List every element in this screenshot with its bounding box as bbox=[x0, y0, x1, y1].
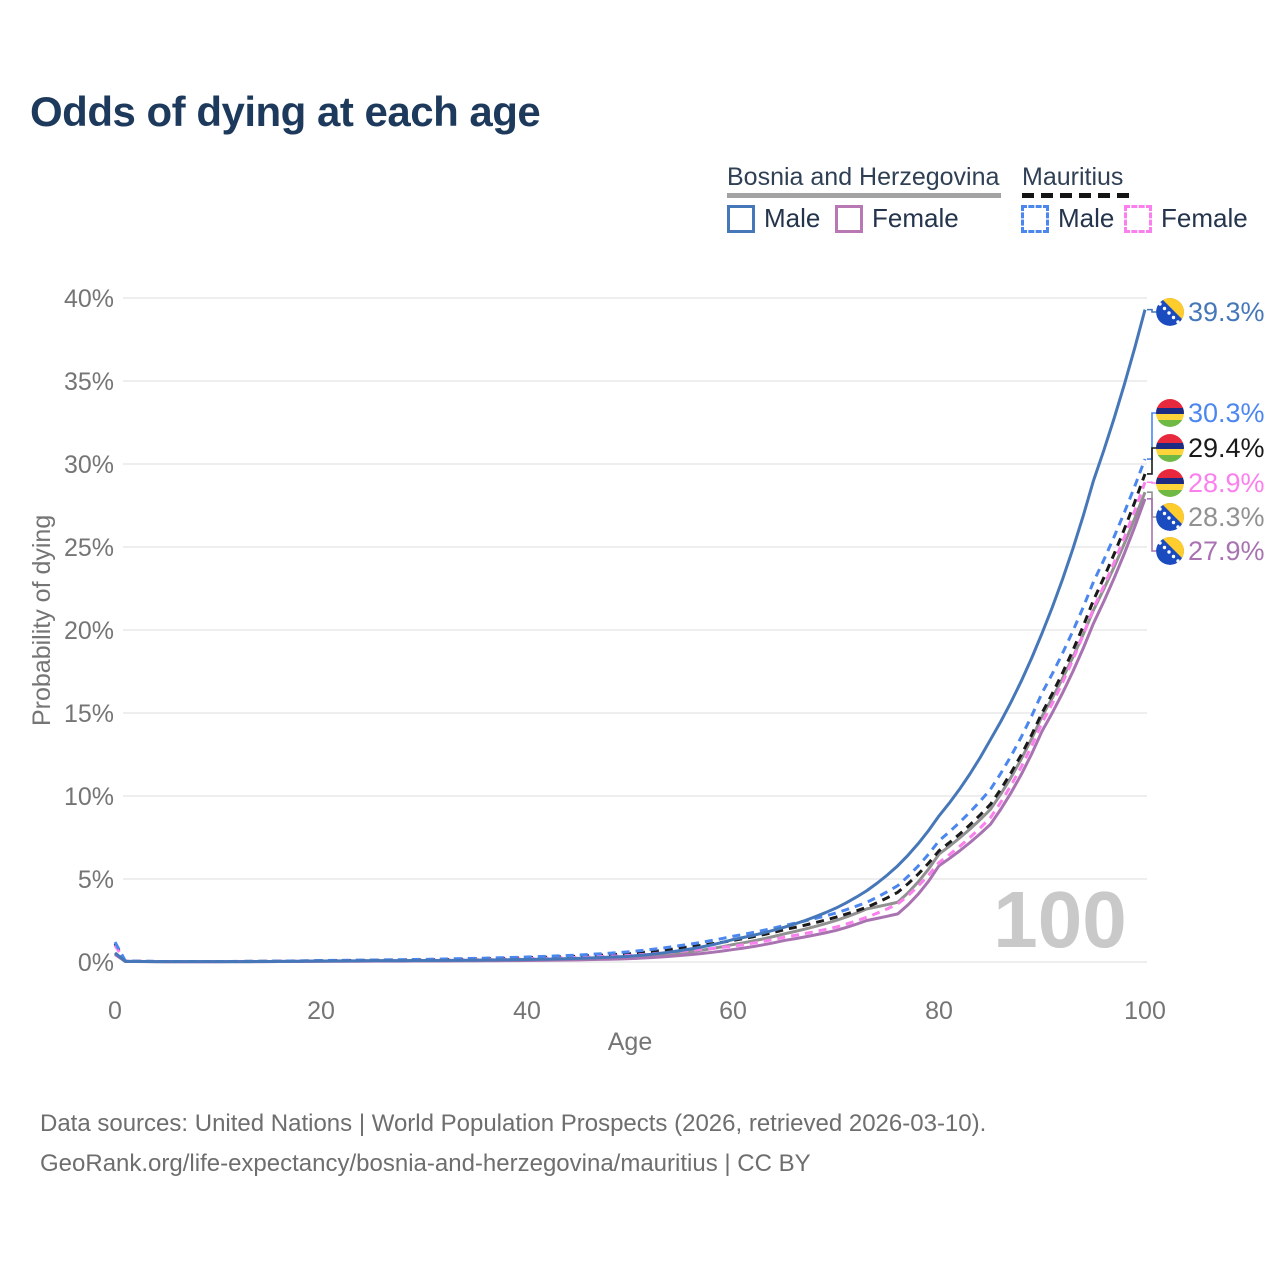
legend-label: Male bbox=[764, 203, 821, 233]
flag-icon-mauritius bbox=[1156, 399, 1184, 427]
flag-icon-bosnia-and-herzegovina bbox=[1156, 537, 1184, 565]
end-label-value: 28.3% bbox=[1188, 502, 1265, 532]
end-label-value: 30.3% bbox=[1188, 398, 1265, 428]
series-lines bbox=[113, 309, 1147, 964]
axis-ticks: 0% 5% 10% 15% 20% 25% 30% 35% 40% 0 20 40 60 80 100 bbox=[64, 285, 1166, 1025]
x-tick-label: 40 bbox=[513, 997, 541, 1025]
legend-item-bih-male[interactable]: Male bbox=[727, 203, 820, 234]
series-line-0 bbox=[114, 309, 1147, 964]
page-title: Odds of dying at each age bbox=[30, 88, 541, 135]
footer-attribution: GeoRank.org/life-expectancy/bosnia-and-h… bbox=[40, 1150, 811, 1177]
end-label-value: 28.9% bbox=[1188, 468, 1265, 498]
legend-label: Female bbox=[1161, 203, 1248, 233]
legend-swatch-bih-female bbox=[835, 204, 863, 233]
legend-item-mauritius-female[interactable]: Female bbox=[1124, 203, 1248, 234]
series-line-4 bbox=[114, 491, 1147, 964]
legend-swatch-bih-male bbox=[727, 204, 755, 233]
legend-group-mauritius: Mauritius bbox=[1022, 163, 1124, 191]
y-tick-label: 15% bbox=[64, 700, 114, 728]
end-label-connector bbox=[1147, 447, 1156, 475]
end-labels: 39.3% 30.3% 29.4% 28.9% 28.3% 27.9% bbox=[1147, 297, 1265, 566]
legend-line-sample-mauritius-total bbox=[1022, 193, 1134, 198]
end-label-connector bbox=[1147, 481, 1156, 484]
end-label-value: 39.3% bbox=[1188, 297, 1265, 327]
series-line-dashed-2 bbox=[113, 473, 1147, 964]
legend-swatch-mauritius-female bbox=[1124, 204, 1152, 233]
x-tick-label: 100 bbox=[1124, 997, 1166, 1025]
legend-label: Female bbox=[872, 203, 959, 233]
legend-item-mauritius-male[interactable]: Male bbox=[1021, 203, 1114, 234]
flag-icon-mauritius bbox=[1156, 469, 1184, 497]
flag-icon-bosnia-and-herzegovina bbox=[1156, 503, 1184, 531]
x-tick-label: 0 bbox=[108, 997, 122, 1025]
y-tick-label: 30% bbox=[64, 451, 114, 479]
end-label-connector bbox=[1147, 308, 1156, 313]
series-line-dashed-3 bbox=[113, 481, 1147, 964]
legend-swatch-mauritius-male bbox=[1021, 204, 1049, 233]
end-label-connector bbox=[1147, 412, 1156, 460]
gridlines bbox=[123, 297, 1147, 963]
end-label-connector bbox=[1147, 498, 1156, 552]
series-line-5 bbox=[114, 498, 1147, 964]
flag-icon-bosnia-and-herzegovina bbox=[1156, 298, 1184, 326]
y-tick-label: 35% bbox=[64, 368, 114, 396]
legend-line-sample-bih-total bbox=[727, 193, 1001, 198]
end-label-connector bbox=[1147, 491, 1156, 518]
end-label-value: 27.9% bbox=[1188, 536, 1265, 566]
y-tick-label: 0% bbox=[78, 949, 114, 977]
y-tick-label: 25% bbox=[64, 534, 114, 562]
x-tick-label: 20 bbox=[307, 997, 335, 1025]
series-line-dashed-1 bbox=[113, 458, 1147, 964]
age-watermark: 100 bbox=[993, 875, 1126, 964]
footer-data-sources: Data sources: United Nations | World Pop… bbox=[40, 1110, 987, 1137]
y-tick-label: 40% bbox=[64, 285, 114, 313]
legend-group-bosnia-herzegovina: Bosnia and Herzegovina bbox=[727, 163, 1000, 191]
y-tick-label: 10% bbox=[64, 783, 114, 811]
x-tick-label: 80 bbox=[925, 997, 953, 1025]
legend-label: Male bbox=[1058, 203, 1115, 233]
legend-item-bih-female[interactable]: Female bbox=[835, 203, 959, 234]
y-tick-label: 5% bbox=[78, 866, 114, 894]
x-tick-label: 60 bbox=[719, 997, 747, 1025]
x-axis-title: Age bbox=[607, 1028, 653, 1056]
flag-icon-mauritius bbox=[1156, 434, 1184, 462]
y-axis-title: Probability of dying bbox=[28, 514, 56, 726]
end-label-value: 29.4% bbox=[1188, 433, 1265, 463]
y-tick-label: 20% bbox=[64, 617, 114, 645]
